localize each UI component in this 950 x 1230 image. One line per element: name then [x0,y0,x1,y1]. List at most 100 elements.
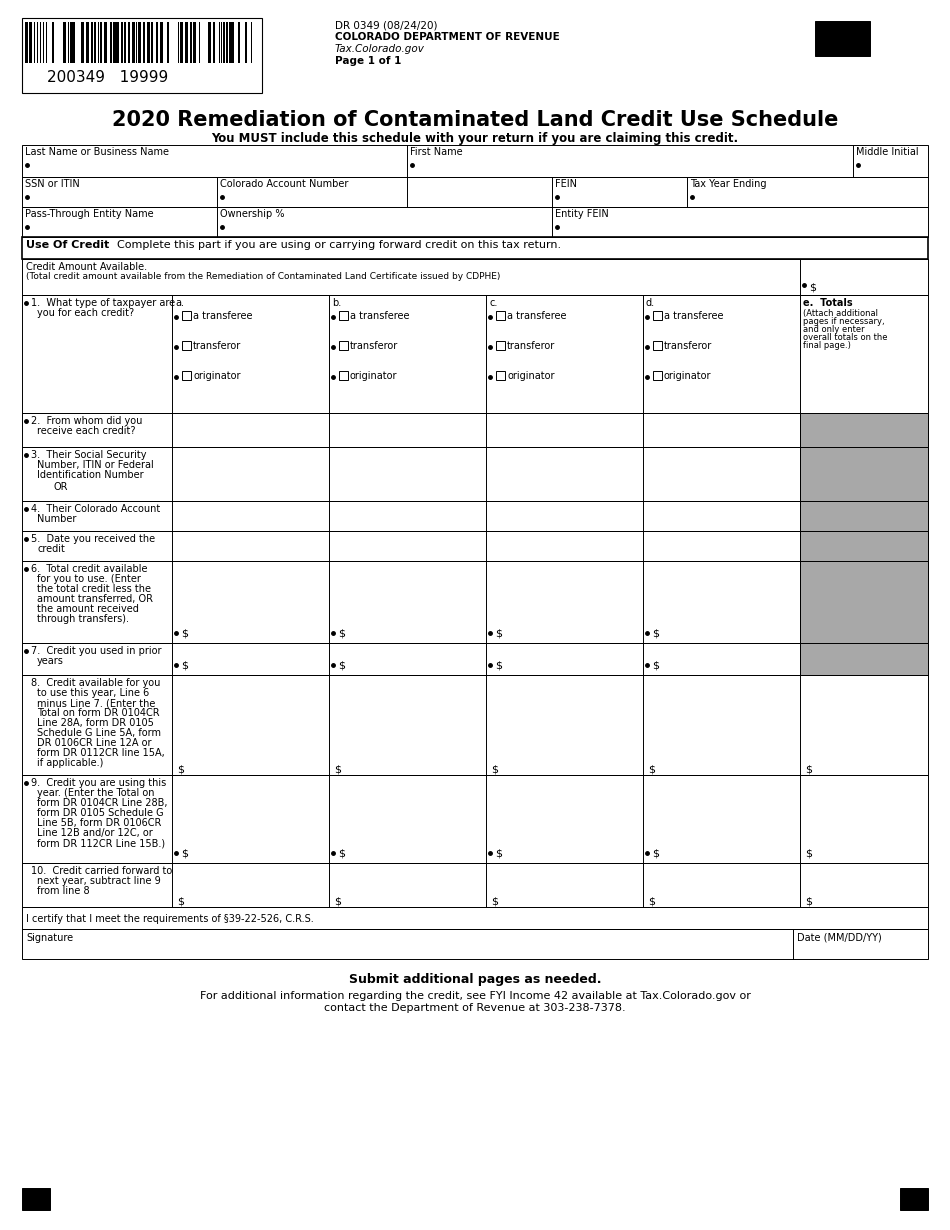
Bar [22,177,928,207]
Bar [43,22,44,63]
Bar [185,22,188,63]
Bar [116,22,119,63]
Text: a transferee: a transferee [193,311,253,321]
Text: $: $ [181,661,188,672]
Text: 9.  Credit you are using this: 9. Credit you are using this [31,779,166,788]
Text: (Total credit amount available from the Remediation of Contaminated Land Certifi: (Total credit amount available from the … [26,272,501,280]
Bar [225,22,227,63]
Bar [182,371,191,380]
Text: Identification Number: Identification Number [37,470,143,480]
Text: $: $ [805,897,812,907]
Text: Schedule G Line 5A, form: Schedule G Line 5A, form [37,728,161,738]
Text: $: $ [495,629,502,638]
Bar [22,643,928,675]
Text: Line 28A, form DR 0105: Line 28A, form DR 0105 [37,718,154,728]
Bar [63,22,66,63]
Bar [180,22,182,63]
Bar [22,1188,50,1210]
Text: $: $ [491,897,498,907]
Text: overall totals on the: overall totals on the [803,333,887,342]
Bar [800,413,928,446]
Bar [36,22,38,63]
Bar [69,22,72,63]
Bar [160,22,163,63]
Bar [98,22,99,63]
Text: $: $ [181,847,188,859]
Text: Tax.Colorado.gov: Tax.Colorado.gov [335,44,425,54]
Bar [815,21,870,57]
Bar [232,22,234,63]
Bar [29,22,31,63]
Text: For additional information regarding the credit, see FYI Income 42 available at : For additional information regarding the… [200,991,751,1001]
Bar [22,675,928,775]
Bar [22,907,928,929]
Text: 10.  Credit carried forward to: 10. Credit carried forward to [31,866,172,876]
Bar [339,341,348,351]
Bar [132,22,135,63]
Bar [193,22,196,63]
Text: Ownership %: Ownership % [220,209,284,219]
Text: a transferee: a transferee [350,311,409,321]
Bar [496,311,505,320]
Text: receive each credit?: receive each credit? [37,426,136,435]
Text: through transfers).: through transfers). [37,614,129,624]
Text: if applicable.): if applicable.) [37,758,104,768]
Text: Number: Number [37,514,76,524]
Bar [223,22,225,63]
Bar [104,22,106,63]
Text: $: $ [652,661,659,672]
Bar [22,775,928,863]
Bar [128,22,130,63]
Text: $: $ [491,765,498,775]
Bar [22,237,928,260]
Bar [800,531,928,561]
Bar [800,446,928,501]
Text: credit: credit [37,544,65,554]
Bar [496,371,505,380]
Bar [178,22,179,63]
Text: Credit Amount Available.: Credit Amount Available. [26,262,147,272]
Text: originator: originator [664,371,712,381]
Text: the amount received: the amount received [37,604,139,614]
Bar [110,22,111,63]
Bar [22,446,928,501]
Bar [33,22,35,63]
Text: Last Name or Business Name: Last Name or Business Name [25,148,169,157]
Text: DR 0349 (08/24/20): DR 0349 (08/24/20) [335,20,438,30]
Bar [112,22,116,63]
Bar [22,295,928,413]
Text: Date (MM/DD/YY): Date (MM/DD/YY) [797,934,882,943]
Text: $: $ [495,847,502,859]
Text: $: $ [648,765,655,775]
Bar [22,145,928,177]
Text: Number, ITIN or Federal: Number, ITIN or Federal [37,460,154,470]
Text: form DR 0105 Schedule G: form DR 0105 Schedule G [37,808,163,818]
Text: transferor: transferor [664,341,712,351]
Text: DR 0106CR Line 12A or: DR 0106CR Line 12A or [37,738,151,748]
Bar [800,643,928,675]
Bar [143,22,145,63]
Text: I certify that I meet the requirements of §39-22-526, C.R.S.: I certify that I meet the requirements o… [26,914,313,924]
Text: Pass-Through Entity Name: Pass-Through Entity Name [25,209,154,219]
Text: (Attach additional: (Attach additional [803,309,878,319]
Text: Tax Year Ending: Tax Year Ending [690,180,767,189]
Bar [136,22,137,63]
Bar [25,22,28,63]
Bar [22,413,928,446]
Bar [22,561,928,643]
Text: originator: originator [350,371,397,381]
Bar [207,22,210,63]
Text: transferor: transferor [507,341,555,351]
Bar [86,22,88,63]
Bar [22,929,928,959]
Bar [81,22,84,63]
Bar [339,311,348,320]
Text: form DR 0112CR line 15A,: form DR 0112CR line 15A, [37,748,164,758]
Text: $: $ [177,897,184,907]
Bar [229,22,232,63]
Text: Line 5B, form DR 0106CR: Line 5B, form DR 0106CR [37,818,162,828]
Text: and only enter: and only enter [803,325,864,335]
Bar [213,22,215,63]
Text: contact the Department of Revenue at 303-238-7378.: contact the Department of Revenue at 303… [324,1002,626,1014]
Bar [800,501,928,531]
